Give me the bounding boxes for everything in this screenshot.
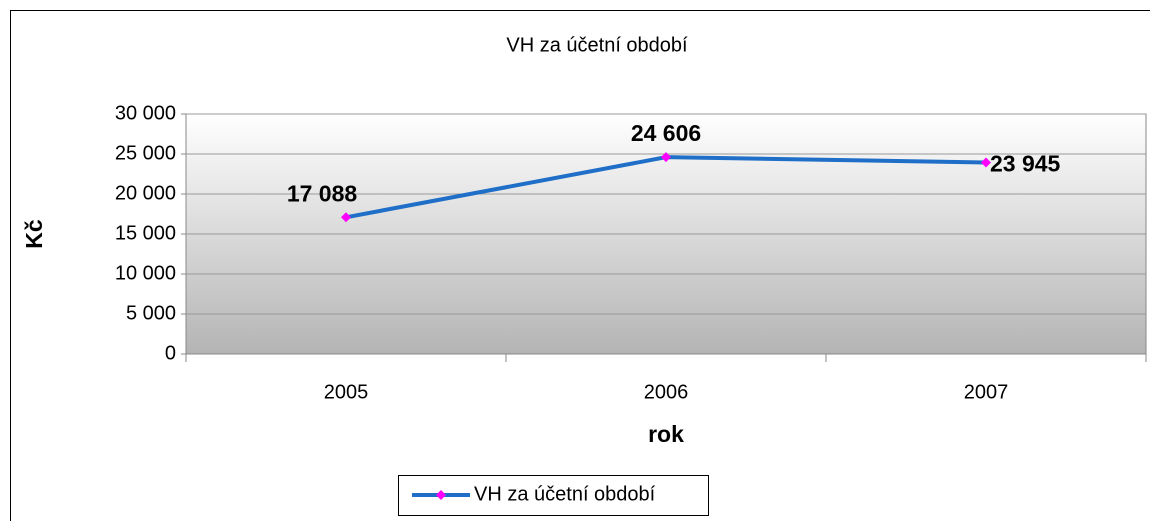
chart-title: VH za účetní období bbox=[506, 34, 688, 56]
marker bbox=[341, 212, 351, 223]
y-tick-label: 0 bbox=[165, 342, 176, 364]
x-tick-label: 2007 bbox=[964, 381, 1009, 403]
data-label: 24 606 bbox=[631, 120, 701, 146]
y-tick-label: 5 000 bbox=[126, 302, 176, 324]
legend-marker bbox=[436, 490, 446, 500]
x-tick-label: 2006 bbox=[644, 381, 689, 403]
y-tick-label: 25 000 bbox=[115, 142, 176, 164]
data-label: 17 088 bbox=[287, 180, 358, 206]
y-axis-label: Kč bbox=[21, 219, 47, 249]
y-tick-label: 10 000 bbox=[115, 262, 176, 284]
y-tick-label: 30 000 bbox=[115, 102, 176, 124]
legend-label: VH za účetní období bbox=[474, 483, 656, 505]
data-label: 23 945 bbox=[990, 151, 1061, 177]
marker bbox=[661, 152, 671, 163]
y-tick-label: 20 000 bbox=[115, 182, 176, 204]
x-tick-label: 2005 bbox=[324, 381, 369, 403]
marker bbox=[981, 157, 991, 168]
y-tick-label: 15 000 bbox=[115, 222, 176, 244]
x-axis-label: rok bbox=[648, 421, 684, 447]
